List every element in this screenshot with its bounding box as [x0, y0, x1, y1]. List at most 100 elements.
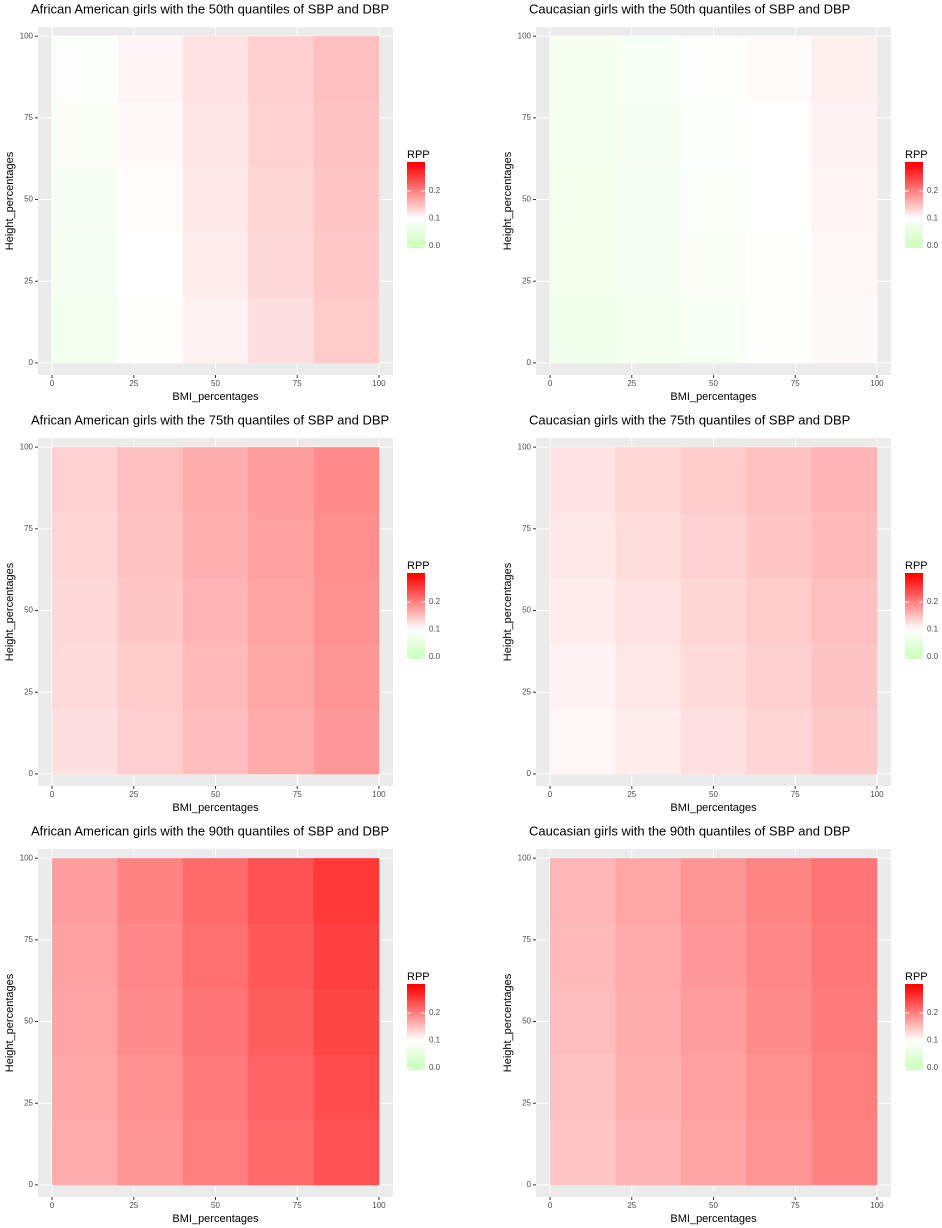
- legend-tick-label: 0.0: [429, 652, 441, 661]
- x-tick-label: 50: [709, 379, 718, 388]
- heatmap-cell: [812, 643, 878, 709]
- heatmap-cell: [314, 36, 380, 102]
- y-axis-title: Height_percentages: [4, 973, 16, 1072]
- y-axis-title: Height_percentages: [502, 973, 514, 1072]
- chart-title: Caucasian girls with the 75th quantiles …: [529, 412, 850, 427]
- y-tick-label: 25: [522, 276, 531, 285]
- heatmap-cell: [812, 298, 878, 364]
- x-axis-title: BMI_percentages: [172, 802, 259, 814]
- y-tick-label: 0: [527, 769, 532, 778]
- heatmap-cell: [550, 989, 616, 1055]
- heatmap-cell: [615, 513, 681, 579]
- y-tick-label: 25: [24, 687, 33, 696]
- x-tick-label: 25: [129, 1201, 138, 1210]
- heatmap-cell: [681, 167, 747, 233]
- heatmap-cell: [117, 447, 183, 513]
- heatmap-cell: [615, 858, 681, 924]
- legend-tick-label: 0.1: [927, 214, 939, 223]
- y-axis-title: Height_percentages: [502, 562, 514, 661]
- y-axis-title: Height_percentages: [4, 151, 16, 250]
- legend-tick-label: 0.2: [927, 1008, 939, 1017]
- heatmap-cell: [812, 167, 878, 233]
- heatmap-cell: [812, 1054, 878, 1120]
- chart-title: African American girls with the 75th qua…: [31, 412, 389, 427]
- heatmap-cell: [746, 167, 812, 233]
- heatmap-cell: [183, 858, 249, 924]
- x-tick-label: 25: [627, 379, 636, 388]
- legend-tick-label: 0.1: [429, 214, 441, 223]
- y-tick-label: 75: [522, 113, 531, 122]
- legend-tick-label: 0.0: [429, 241, 441, 250]
- heatmap-cell: [314, 709, 380, 775]
- heatmap-cell: [615, 36, 681, 102]
- heatmap-cell: [812, 102, 878, 168]
- heatmap-cell: [550, 102, 616, 168]
- heatmap-cell: [681, 447, 747, 513]
- heatmap-cell: [550, 447, 616, 513]
- heatmap-cell: [746, 513, 812, 579]
- x-tick-label: 50: [211, 379, 220, 388]
- heatmap-cell: [183, 989, 249, 1055]
- heatmap-cell: [812, 1120, 878, 1186]
- legend-tick-label: 0.0: [927, 241, 939, 250]
- legend-tick-label: 0.0: [927, 652, 939, 661]
- heatmap-cell: [746, 643, 812, 709]
- panel: African American girls with the 90th qua…: [4, 823, 441, 1224]
- heatmap-cell: [812, 858, 878, 924]
- heatmap-cell: [248, 167, 314, 233]
- x-tick-label: 100: [870, 379, 884, 388]
- y-tick-label: 75: [24, 935, 33, 944]
- heatmap-cell: [117, 298, 183, 364]
- panel: African American girls with the 50th qua…: [4, 1, 441, 402]
- legend-tick-label: 0.2: [429, 1008, 441, 1017]
- heatmap-cell: [52, 709, 118, 775]
- x-tick-label: 75: [293, 790, 302, 799]
- y-tick-label: 0: [29, 1180, 34, 1189]
- heatmap-cell: [812, 36, 878, 102]
- y-tick-label: 100: [20, 442, 34, 451]
- x-tick-label: 100: [372, 379, 386, 388]
- heatmap-cell: [248, 232, 314, 298]
- heatmap-cell: [681, 989, 747, 1055]
- heatmap-cell: [314, 167, 380, 233]
- heatmap-cell: [117, 167, 183, 233]
- legend-tick-label: 0.2: [927, 186, 939, 195]
- heatmap-cell: [681, 924, 747, 990]
- heatmap-cell: [314, 858, 380, 924]
- panel: African American girls with the 75th qua…: [4, 412, 441, 813]
- y-tick-label: 100: [20, 31, 34, 40]
- y-tick-label: 50: [522, 606, 531, 615]
- heatmap-cell: [746, 858, 812, 924]
- heatmap-cell: [248, 1054, 314, 1120]
- legend-title: RPP: [407, 560, 430, 572]
- heatmap-cell: [248, 36, 314, 102]
- x-tick-label: 100: [870, 1201, 884, 1210]
- heatmap-cell: [183, 578, 249, 644]
- legend-tick-label: 0.1: [927, 1036, 939, 1045]
- heatmap-cell: [681, 1120, 747, 1186]
- heatmap-cell: [550, 578, 616, 644]
- heatmap-cell: [248, 513, 314, 579]
- x-tick-label: 75: [791, 790, 800, 799]
- y-axis-title: Height_percentages: [4, 562, 16, 661]
- heatmap-cell: [52, 447, 118, 513]
- chart-title: Caucasian girls with the 50th quantiles …: [529, 1, 850, 16]
- heatmap-cell: [314, 578, 380, 644]
- heatmap-cell: [812, 232, 878, 298]
- x-tick-label: 50: [709, 790, 718, 799]
- chart-title: African American girls with the 50th qua…: [31, 1, 389, 16]
- heatmap-cell: [183, 513, 249, 579]
- legend-colorbar: [407, 573, 425, 659]
- heatmap-cell: [746, 1120, 812, 1186]
- panel: Caucasian girls with the 90th quantiles …: [502, 823, 939, 1224]
- y-tick-label: 0: [527, 358, 532, 367]
- y-tick-label: 75: [24, 113, 33, 122]
- heatmap-cell: [746, 36, 812, 102]
- heatmap-cell: [314, 1054, 380, 1120]
- heatmap-cell: [615, 447, 681, 513]
- y-tick-label: 0: [29, 358, 34, 367]
- heatmap-cell: [314, 1120, 380, 1186]
- legend-colorbar: [407, 162, 425, 248]
- legend-tick-label: 0.2: [429, 597, 441, 606]
- heatmap-cell: [615, 1120, 681, 1186]
